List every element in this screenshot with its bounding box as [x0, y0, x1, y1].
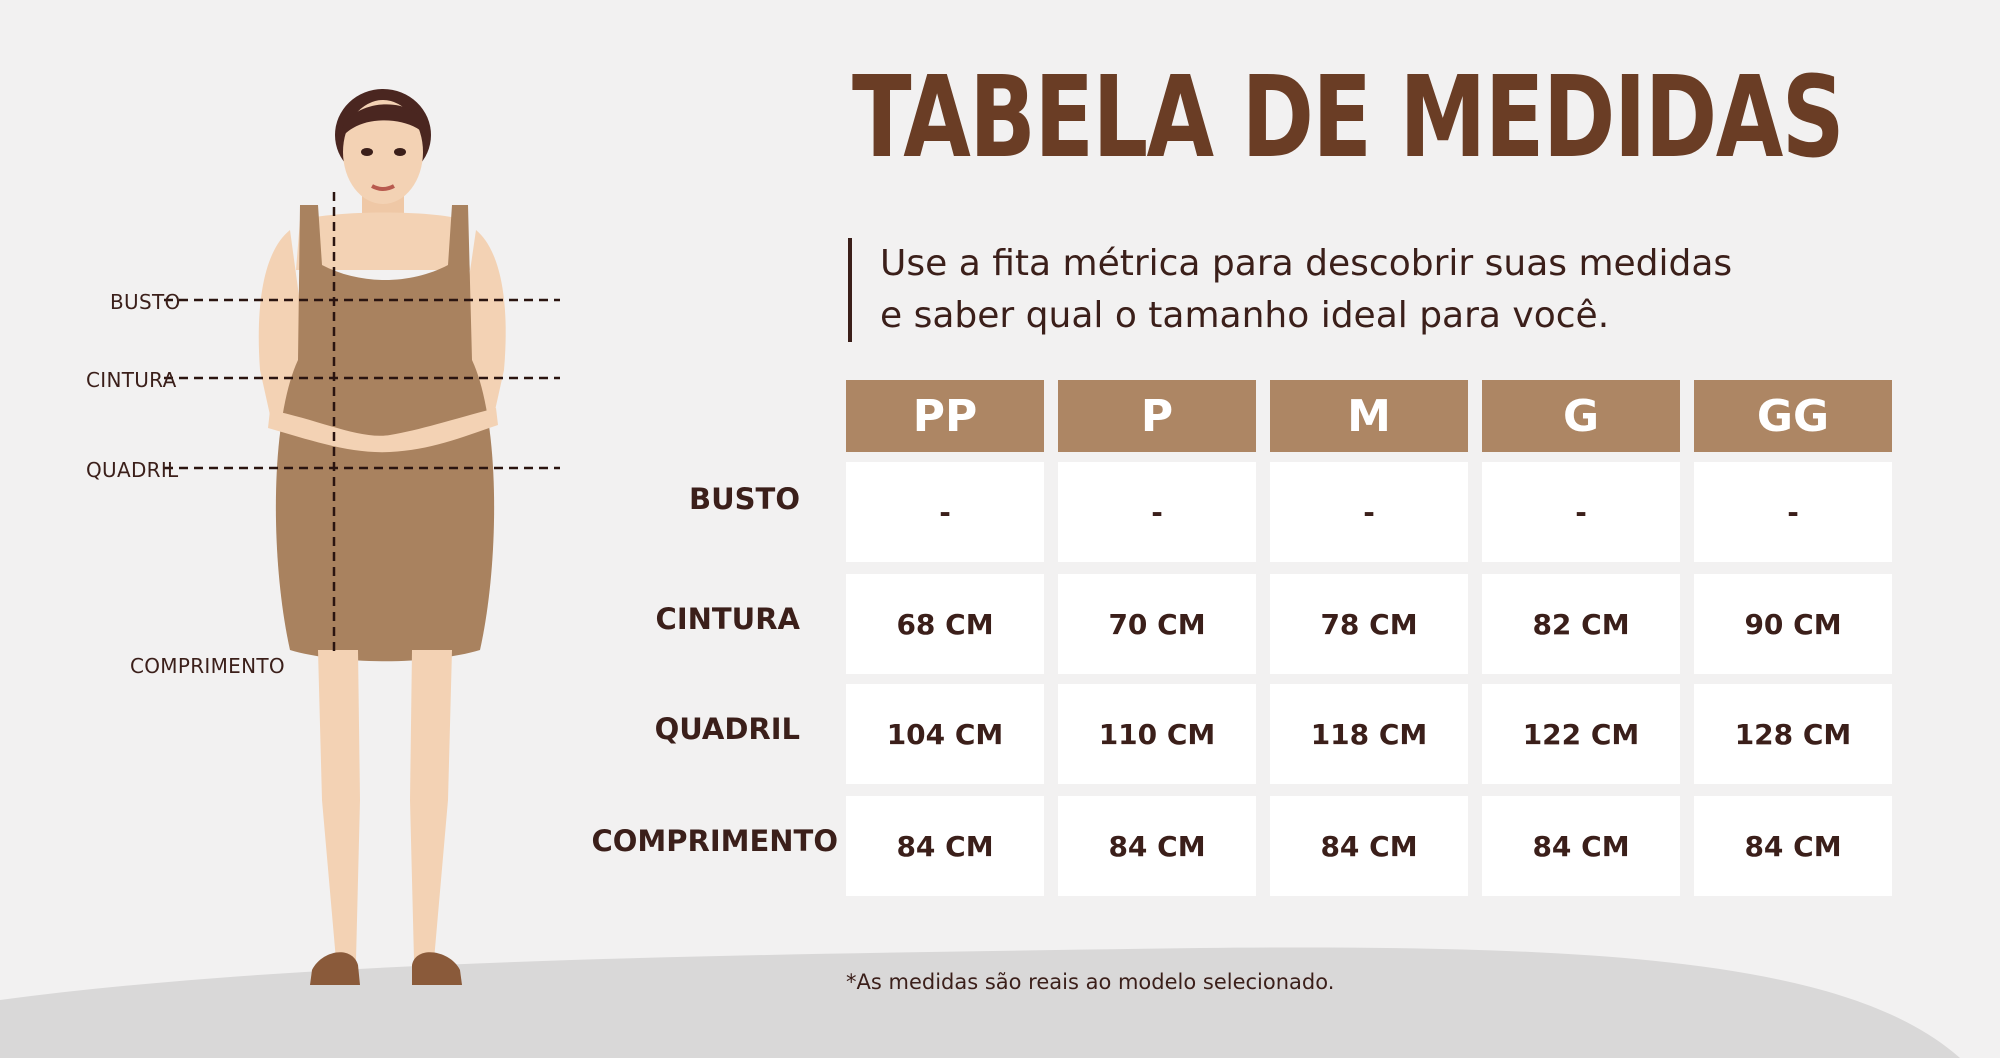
header-size-m: M: [1270, 380, 1468, 452]
table-cell: 84 CM: [1058, 796, 1256, 896]
table-cell: -: [1058, 462, 1256, 562]
table-cell: -: [1482, 462, 1680, 562]
woman-figure: [164, 89, 560, 985]
label-cintura: CINTURA: [86, 368, 177, 392]
table-cell: 84 CM: [846, 796, 1044, 896]
table-cell: -: [846, 462, 1044, 562]
label-busto: BUSTO: [110, 290, 181, 314]
row-label-busto: BUSTO: [689, 482, 800, 516]
label-comprimento: COMPRIMENTO: [130, 654, 285, 678]
table-cell: 122 CM: [1482, 684, 1680, 784]
table-cell: 82 CM: [1482, 574, 1680, 674]
subtitle: Use a fita métrica para descobrir suas m…: [848, 238, 1788, 342]
subtitle-line-1: Use a fita métrica para descobrir suas m…: [880, 243, 1733, 284]
label-quadril: QUADRIL: [86, 458, 179, 482]
table-cell: 84 CM: [1482, 796, 1680, 896]
table-cell: 70 CM: [1058, 574, 1256, 674]
table-cell: 90 CM: [1694, 574, 1892, 674]
table-cell: 118 CM: [1270, 684, 1468, 784]
header-size-gg: GG: [1694, 380, 1892, 452]
header-size-p: P: [1058, 380, 1256, 452]
table-cell: 128 CM: [1694, 684, 1892, 784]
header-size-g: G: [1482, 380, 1680, 452]
table-cell: 110 CM: [1058, 684, 1256, 784]
table-cell: 68 CM: [846, 574, 1044, 674]
row-label-comprimento: COMPRIMENTO: [591, 824, 838, 858]
table-cell: 104 CM: [846, 684, 1044, 784]
subtitle-line-2: e saber qual o tamanho ideal para você.: [880, 295, 1610, 336]
table-cell: 78 CM: [1270, 574, 1468, 674]
row-label-quadril: QUADRIL: [654, 712, 800, 746]
row-label-cintura: CINTURA: [655, 602, 800, 636]
footnote: *As medidas são reais ao modelo selecion…: [846, 970, 1335, 994]
table-cell: -: [1270, 462, 1468, 562]
table-cell: -: [1694, 462, 1892, 562]
table-cell: 84 CM: [1694, 796, 1892, 896]
model-illustration: BUSTO CINTURA QUADRIL COMPRIMENTO: [60, 40, 620, 1020]
table-cell: 84 CM: [1270, 796, 1468, 896]
page-title: TABELA DE MEDIDAS: [852, 53, 1845, 183]
header-size-pp: PP: [846, 380, 1044, 452]
